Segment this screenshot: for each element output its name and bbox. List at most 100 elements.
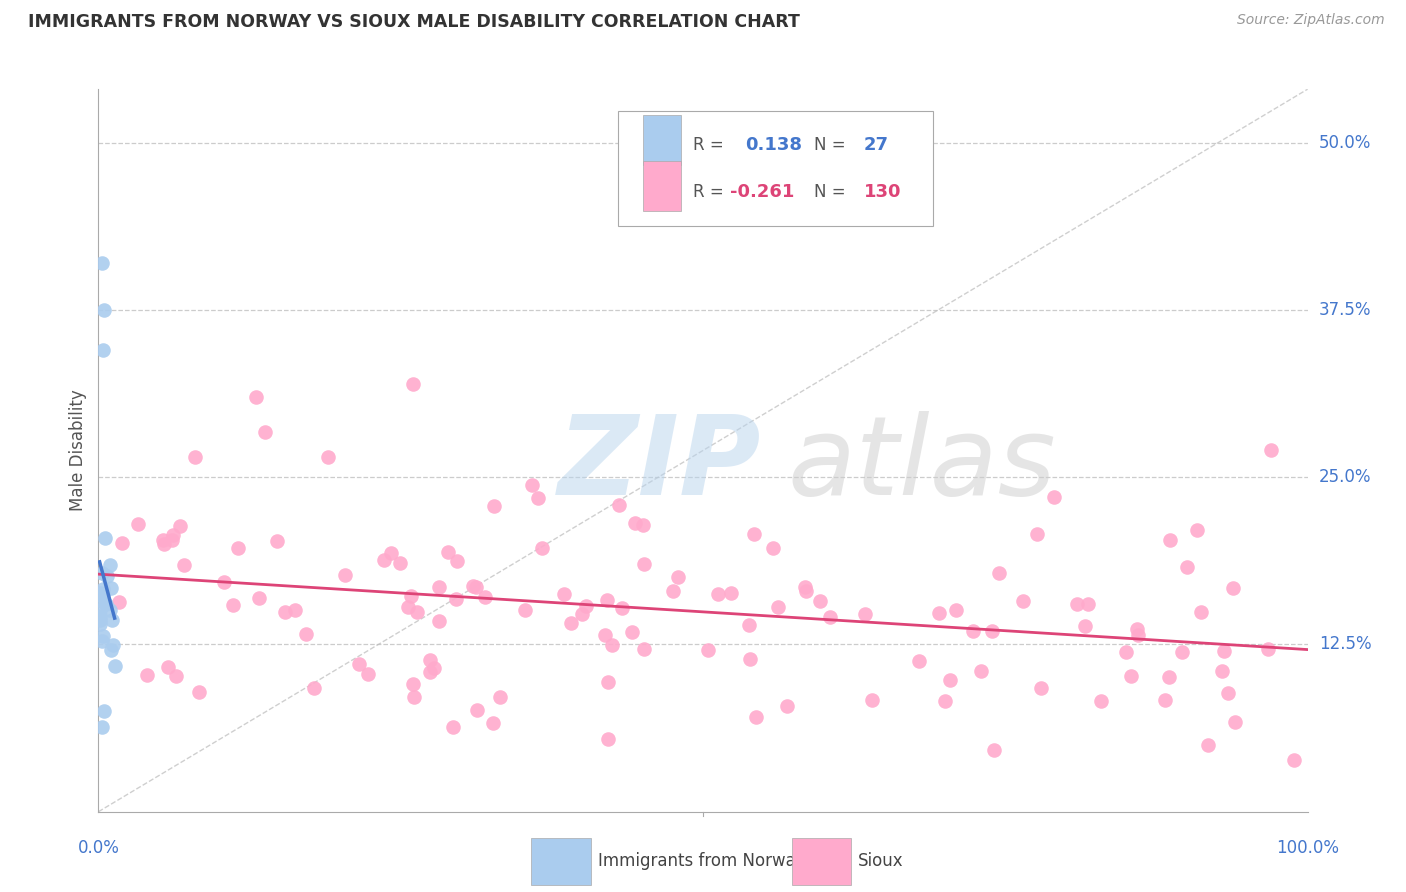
- Point: [742, 527, 765, 541]
- Text: -0.261: -0.261: [730, 183, 794, 201]
- Point: [184, 450, 207, 464]
- Point: [1126, 628, 1149, 642]
- Point: [152, 533, 174, 547]
- FancyBboxPatch shape: [643, 115, 682, 165]
- Point: [93, 705, 115, 719]
- Point: [380, 546, 402, 560]
- Point: [474, 591, 496, 605]
- Point: [107, 595, 129, 609]
- Point: [444, 592, 467, 607]
- Point: [284, 603, 307, 617]
- Point: [553, 587, 575, 601]
- Point: [100, 581, 122, 595]
- Point: [860, 693, 883, 707]
- Point: [101, 614, 124, 628]
- Point: [970, 664, 993, 678]
- Point: [356, 667, 378, 681]
- Point: [1222, 581, 1244, 595]
- Text: N =: N =: [814, 136, 846, 154]
- Point: [794, 584, 817, 599]
- Point: [294, 627, 316, 641]
- Point: [100, 558, 122, 572]
- Text: N =: N =: [814, 183, 846, 201]
- Point: [1026, 527, 1049, 541]
- Point: [91, 629, 114, 643]
- Point: [1115, 645, 1137, 659]
- Point: [212, 574, 235, 589]
- Text: 37.5%: 37.5%: [1319, 301, 1371, 319]
- Point: [1090, 694, 1112, 708]
- Point: [612, 601, 634, 615]
- Point: [100, 642, 122, 657]
- Point: [571, 607, 593, 621]
- Point: [100, 603, 122, 617]
- Point: [808, 594, 831, 608]
- Point: [1031, 681, 1053, 695]
- Point: [104, 658, 127, 673]
- Point: [91, 587, 114, 601]
- Point: [1042, 490, 1064, 504]
- Point: [853, 607, 876, 622]
- Point: [91, 566, 114, 580]
- Point: [621, 624, 644, 639]
- Point: [1189, 605, 1212, 619]
- Text: 27: 27: [863, 136, 889, 154]
- Text: Immigrants from Norway: Immigrants from Norway: [598, 852, 806, 870]
- Text: R =: R =: [693, 136, 724, 154]
- Point: [221, 598, 243, 612]
- Point: [419, 653, 441, 667]
- Point: [91, 721, 114, 735]
- Point: [1126, 622, 1149, 636]
- Point: [127, 517, 149, 532]
- Point: [253, 425, 276, 439]
- Point: [1119, 669, 1142, 683]
- Text: 0.138: 0.138: [745, 136, 803, 154]
- Point: [465, 703, 488, 717]
- Point: [1185, 524, 1208, 538]
- Point: [89, 617, 111, 632]
- Point: [316, 450, 339, 464]
- Point: [1216, 686, 1239, 700]
- Point: [720, 586, 742, 600]
- Point: [89, 614, 111, 628]
- Point: [91, 343, 114, 358]
- Point: [1257, 641, 1279, 656]
- Text: Source: ZipAtlas.com: Source: ZipAtlas.com: [1237, 13, 1385, 28]
- Point: [245, 390, 267, 404]
- Point: [419, 665, 441, 680]
- Point: [624, 516, 647, 530]
- Point: [575, 599, 598, 613]
- Point: [91, 256, 114, 270]
- Point: [1223, 715, 1246, 730]
- Point: [165, 669, 187, 683]
- Point: [962, 624, 984, 638]
- Point: [818, 609, 841, 624]
- Point: [738, 618, 761, 632]
- Point: [169, 518, 191, 533]
- Point: [89, 586, 111, 600]
- Point: [274, 605, 297, 619]
- Point: [738, 651, 761, 665]
- Point: [441, 720, 464, 734]
- Point: [461, 579, 484, 593]
- Point: [373, 553, 395, 567]
- Point: [560, 615, 582, 630]
- Point: [666, 570, 689, 584]
- Point: [1211, 664, 1233, 678]
- Text: ZIP: ZIP: [558, 411, 762, 518]
- Point: [153, 537, 176, 551]
- Point: [602, 638, 624, 652]
- Point: [945, 603, 967, 617]
- Point: [91, 582, 114, 596]
- Point: [1011, 593, 1033, 607]
- Point: [347, 657, 370, 671]
- Point: [94, 597, 117, 611]
- Point: [1157, 670, 1180, 684]
- Point: [226, 541, 249, 555]
- Point: [302, 681, 325, 695]
- Text: R =: R =: [693, 183, 724, 201]
- Text: 100.0%: 100.0%: [1277, 839, 1339, 857]
- Point: [396, 600, 419, 615]
- Point: [1197, 739, 1219, 753]
- Text: Sioux: Sioux: [858, 852, 903, 870]
